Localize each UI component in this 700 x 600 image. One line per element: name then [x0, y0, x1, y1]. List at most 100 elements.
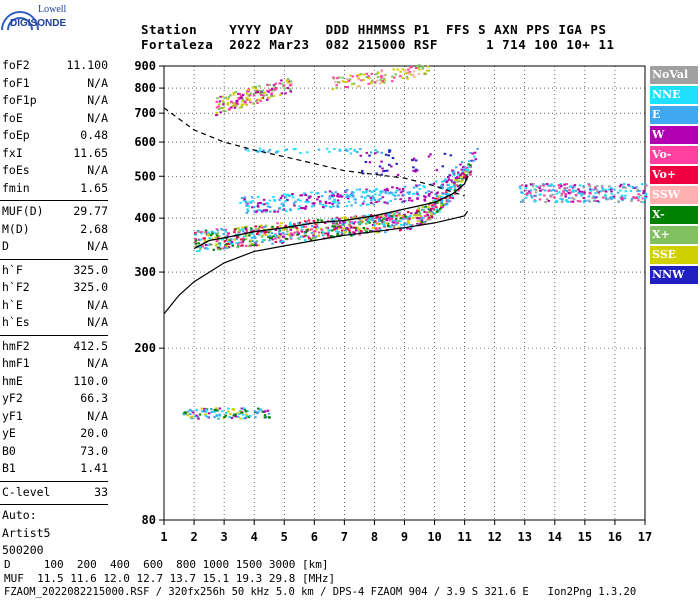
echo-point	[385, 187, 389, 190]
parameter-row: C-level 33	[2, 485, 108, 503]
echo-point	[557, 191, 561, 194]
echo-point	[242, 407, 246, 410]
echo-point	[223, 416, 226, 419]
echo-point	[279, 240, 282, 243]
echo-point	[365, 151, 369, 154]
parameter-label: Auto:	[2, 508, 37, 522]
echo-point	[198, 250, 201, 253]
echo-point	[371, 219, 375, 222]
echo-point	[200, 231, 203, 234]
echo-point	[370, 72, 374, 75]
echo-point	[338, 76, 341, 79]
echo-point	[534, 191, 538, 194]
echo-point	[520, 184, 524, 187]
echo-point	[340, 217, 344, 220]
echo-point	[222, 417, 226, 420]
echo-point	[380, 173, 383, 176]
echo-point	[247, 416, 250, 419]
echo-point	[236, 100, 239, 103]
echo-point	[391, 224, 394, 227]
echo-point	[225, 242, 229, 245]
echo-point	[237, 243, 240, 246]
echo-point	[352, 82, 356, 85]
echo-point	[460, 161, 464, 164]
echo-point	[573, 184, 577, 187]
echo-point	[239, 97, 242, 100]
echo-point	[316, 198, 319, 201]
echo-point	[216, 229, 220, 232]
echo-point	[641, 197, 644, 200]
echo-point	[349, 194, 352, 197]
echo-point	[329, 206, 333, 209]
echo-point	[289, 90, 293, 93]
echo-point	[392, 215, 395, 218]
echo-point	[553, 189, 557, 192]
echo-point	[305, 229, 309, 232]
echo-point	[620, 196, 623, 199]
echo-point	[223, 246, 227, 249]
echo-point	[437, 200, 441, 203]
echo-point	[182, 413, 186, 416]
echo-point	[392, 214, 396, 217]
echo-point	[543, 194, 546, 197]
echo-point	[624, 186, 627, 189]
echo-point	[441, 192, 444, 195]
echo-point	[259, 201, 262, 204]
echo-point	[407, 192, 411, 195]
parameter-value: 325.0	[73, 262, 108, 277]
echo-point	[353, 220, 357, 223]
echo-point	[352, 226, 356, 229]
echo-point	[406, 191, 409, 194]
echo-point	[386, 169, 389, 172]
echo-point	[414, 159, 418, 162]
parameter-value: 29.77	[73, 204, 108, 218]
echo-point	[307, 196, 311, 199]
echo-point	[215, 106, 219, 109]
parameter-value: N/A	[87, 356, 108, 370]
echo-point	[468, 171, 472, 174]
y-tick-label: 300	[134, 265, 156, 279]
echo-point	[257, 209, 260, 212]
echo-point	[292, 148, 296, 151]
echo-point	[299, 199, 302, 202]
echo-point	[240, 407, 244, 410]
echo-point	[416, 197, 419, 200]
echo-point	[223, 235, 227, 238]
echo-point	[555, 189, 558, 192]
echo-point	[389, 200, 393, 203]
echo-point	[377, 217, 380, 220]
echo-point	[296, 228, 299, 231]
echo-point	[220, 227, 223, 230]
echo-point	[410, 212, 413, 215]
echo-point	[530, 196, 534, 199]
echo-point	[379, 228, 382, 231]
echo-point	[573, 185, 576, 188]
echo-point	[279, 197, 283, 200]
footer-file-info: FZAOM_2022082215000.RSF / 320fx256h 50 k…	[4, 586, 637, 598]
echo-point	[382, 220, 385, 223]
parameter-value: 66.3	[80, 391, 108, 405]
echo-point	[214, 232, 218, 235]
echo-point	[338, 218, 341, 221]
echo-point	[264, 230, 268, 233]
echo-point	[197, 417, 200, 420]
echo-point	[449, 194, 452, 197]
echo-point	[267, 150, 270, 153]
echo-point	[224, 110, 227, 113]
echo-point	[461, 170, 465, 173]
parameter-row: B0 73.0	[2, 444, 108, 462]
echo-point	[236, 415, 240, 418]
echo-point	[563, 187, 566, 190]
echo-point	[366, 221, 369, 224]
echo-point	[239, 238, 243, 241]
echo-point	[270, 95, 273, 98]
echo-point	[268, 148, 272, 151]
echo-point	[217, 417, 220, 420]
echo-point	[417, 217, 421, 220]
echo-point	[428, 218, 432, 221]
echo-point	[195, 414, 198, 417]
echo-point	[395, 187, 399, 190]
echo-point	[455, 180, 458, 183]
echo-point	[331, 196, 334, 199]
echo-point	[372, 227, 376, 230]
